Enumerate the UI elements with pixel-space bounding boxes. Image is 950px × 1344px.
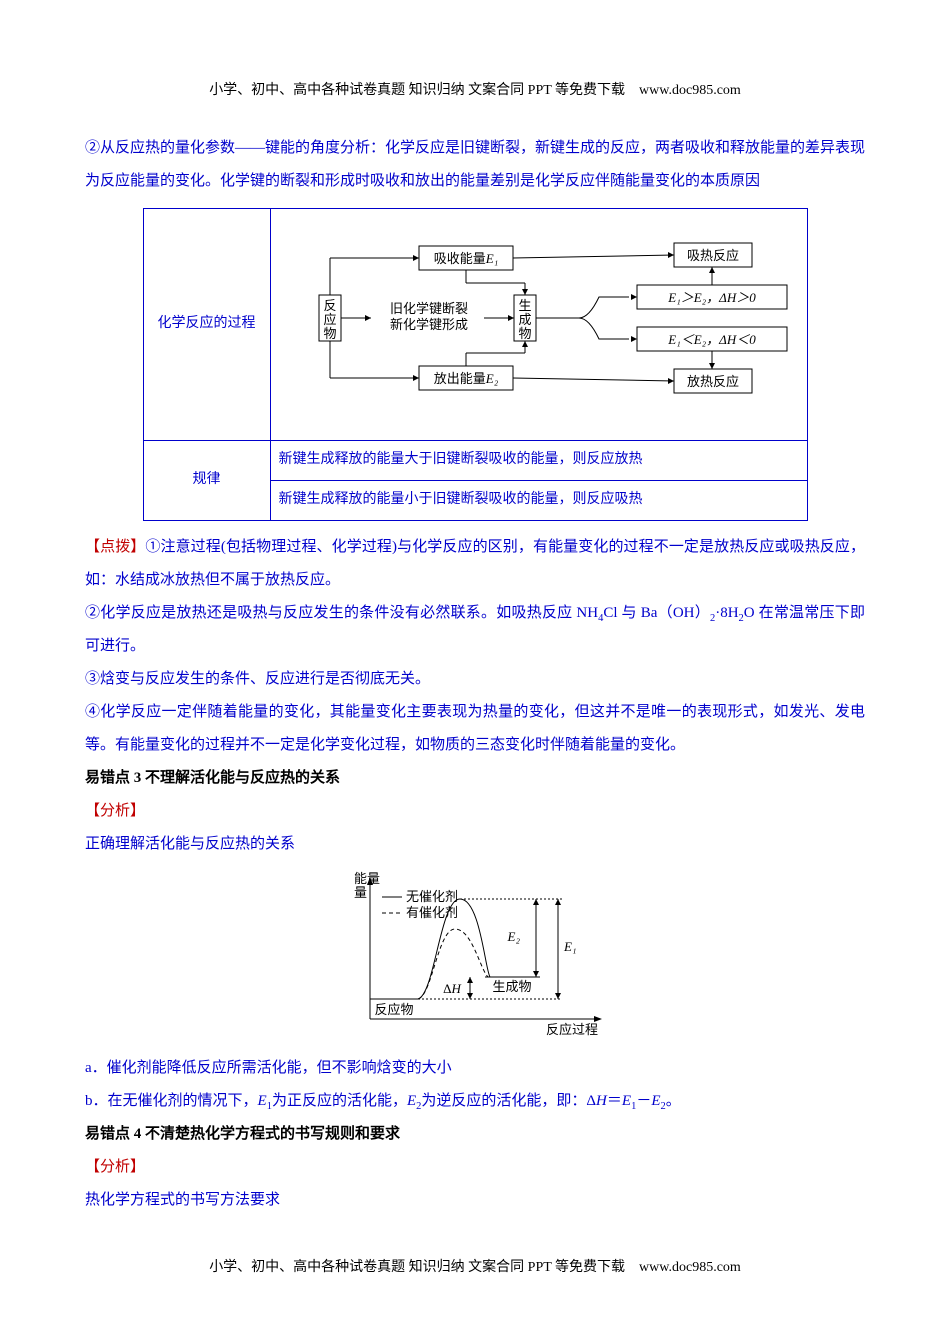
- energy-diagram: 能量 量 反应过程 反应物 生成物 无催化剂 有催化剂 E₁ E₂ ΔH: [340, 869, 610, 1044]
- svg-text:物: 物: [518, 326, 531, 341]
- err3-point-b: b．在无催化剂的情况下，E1为正反应的活化能，E2为逆反应的活化能，即：ΔH＝E…: [85, 1085, 865, 1118]
- rule-1: 新键生成释放的能量大于旧键断裂吸收的能量，则反应放热: [270, 441, 807, 481]
- err4-title: 易错点 4 不清楚热化学方程式的书写规则和要求: [85, 1118, 865, 1151]
- err3-point-a: a．催化剂能降低反应所需活化能，但不影响焓变的大小: [85, 1052, 865, 1085]
- page-header: 小学、初中、高中各种试卷真题 知识归纳 文案合同 PPT 等免费下载 www.d…: [85, 80, 865, 102]
- dianbo-2: ②化学反应是放热还是吸热与反应发生的条件没有必然联系。如吸热反应 NH4Cl 与…: [85, 597, 865, 663]
- svg-text:吸热反应: 吸热反应: [686, 248, 738, 263]
- svg-text:E₁＜E₂，ΔH＜0: E₁＜E₂，ΔH＜0: [667, 332, 756, 347]
- svg-text:生成物: 生成物: [492, 979, 531, 994]
- svg-text:物: 物: [323, 326, 336, 341]
- svg-text:E₁＞E₂，ΔH＞0: E₁＞E₂，ΔH＞0: [667, 290, 756, 305]
- flowchart-cell: 反 应 物 吸收能量E₁ 放出能量E₂: [270, 209, 807, 441]
- svg-text:反应物: 反应物: [374, 1002, 413, 1017]
- svg-text:反: 反: [323, 298, 336, 313]
- svg-text:ΔH: ΔH: [443, 981, 461, 996]
- intro-paragraph: ②从反应热的量化参数——键能的角度分析：化学反应是旧键断裂，新键生成的反应，两者…: [85, 132, 865, 198]
- err3-intro: 正确理解活化能与反应热的关系: [85, 828, 865, 861]
- svg-text:应: 应: [323, 312, 336, 327]
- dianbo-3: ③焓变与反应发生的条件、反应进行是否彻底无关。: [85, 663, 865, 696]
- svg-text:吸收能量E₁: 吸收能量E₁: [433, 251, 497, 266]
- flowchart-svg: 反 应 物 吸收能量E₁ 放出能量E₂: [279, 213, 799, 423]
- svg-text:生: 生: [518, 298, 531, 313]
- svg-text:放热反应: 放热反应: [686, 374, 738, 389]
- svg-text:新化学键形成: 新化学键形成: [389, 317, 467, 332]
- svg-text:有催化剂: 有催化剂: [406, 905, 458, 920]
- table-row2-label: 规律: [143, 441, 270, 521]
- fenxi-label-2: 【分析】: [85, 1151, 865, 1184]
- dianbo-label: 【点拨】: [85, 539, 145, 555]
- page-footer: 小学、初中、高中各种试卷真题 知识归纳 文案合同 PPT 等免费下载 www.d…: [85, 1257, 865, 1279]
- svg-text:放出能量E₂: 放出能量E₂: [433, 371, 498, 386]
- svg-text:旧化学键断裂: 旧化学键断裂: [389, 301, 467, 316]
- concept-table: 化学反应的过程 反 应 物 吸收能量E₁: [143, 208, 808, 520]
- table-row1-label: 化学反应的过程: [143, 209, 270, 441]
- svg-text:量: 量: [354, 885, 367, 900]
- svg-text:E₁: E₁: [563, 939, 576, 954]
- err4-intro: 热化学方程式的书写方法要求: [85, 1184, 865, 1217]
- svg-text:能量: 能量: [354, 871, 380, 886]
- dianbo-1: 【点拨】①注意过程(包括物理过程、化学过程)与化学反应的区别，有能量变化的过程不…: [85, 531, 865, 597]
- fenxi-label-1: 【分析】: [85, 795, 865, 828]
- svg-text:成: 成: [518, 312, 531, 327]
- svg-text:E₂: E₂: [507, 929, 521, 944]
- dianbo-4: ④化学反应一定伴随着能量的变化，其能量变化主要表现为热量的变化，但这并不是唯一的…: [85, 696, 865, 762]
- err3-title: 易错点 3 不理解活化能与反应热的关系: [85, 762, 865, 795]
- svg-text:无催化剂: 无催化剂: [406, 889, 458, 904]
- svg-text:反应过程: 反应过程: [546, 1022, 598, 1037]
- rule-2: 新键生成释放的能量小于旧键断裂吸收的能量，则反应吸热: [270, 480, 807, 520]
